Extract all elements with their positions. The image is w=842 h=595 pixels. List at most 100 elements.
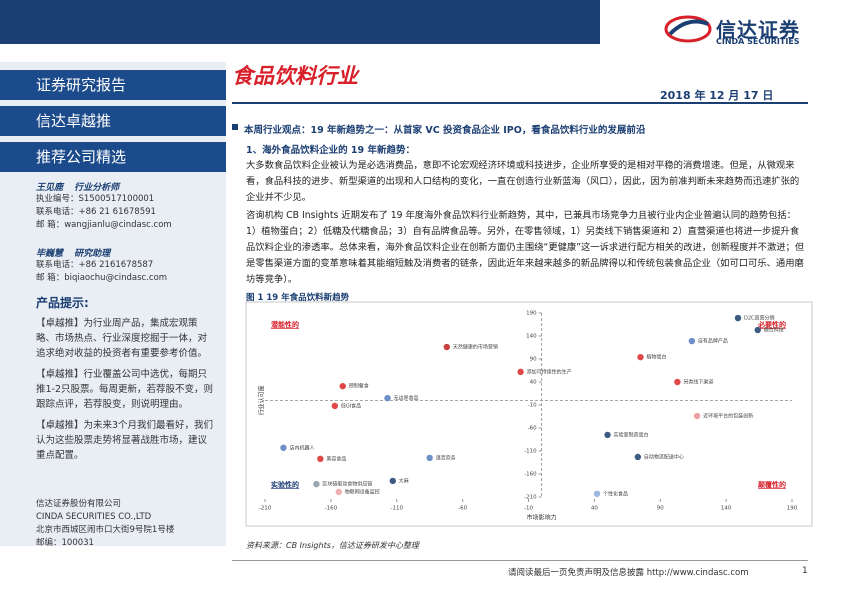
paragraph: 大多数食品饮料企业被认为是必选消费品，意即不论宏观经济环境或科技进步，企业所享受… <box>246 160 800 203</box>
tip: 【卓越推】为未来3个月我们最看好，我们认为这些股票走势将显著战胜市场，建议重点配… <box>36 420 214 461</box>
section-heading: 1、海外食品饮料企业的 19 年新趋势： <box>246 145 415 156</box>
x-tick-label: 40 <box>591 506 598 512</box>
quadrant-label: 必要性的 <box>757 320 786 329</box>
sidebar-heading: 信达卓越推 <box>0 106 226 136</box>
x-tick-label: 90 <box>657 506 664 512</box>
quadrant-label: 实验性的 <box>271 480 299 489</box>
footer-text: 请阅读最后一页免责声明及信息披露 http://www.cindasc.com <box>508 568 749 578</box>
point-label: 个性化食品 <box>603 490 628 497</box>
scatter-point <box>389 477 396 485</box>
company-info: 信达证券股份有限公司 CINDA SECURITIES CO.,LTD 北京市西城区… <box>36 498 174 550</box>
figure-title: 图 1 19 年食品饮料新趋势 <box>246 293 350 303</box>
analyst: 王见鹿 行业分析师 <box>36 180 216 193</box>
point-label: 物联网设备监控 <box>345 488 380 495</box>
tips: 【卓越推】为行业周产品，集成宏观策略、市场热点、行业深度挖掘于一体，对追求绝对收… <box>36 316 214 469</box>
analyst-role: 研究助理 <box>74 249 111 259</box>
point-label: 实验室制造蛋白 <box>614 431 649 438</box>
scatter-point <box>688 337 696 345</box>
point-label: 自有品牌产品 <box>698 338 728 345</box>
point-label: 无边界食品 <box>394 395 419 402</box>
company-line: CINDA SECURITIES CO.,LTD <box>36 512 152 522</box>
x-tick-label: -110 <box>391 506 404 512</box>
scatter-point <box>637 353 644 361</box>
logo-mark <box>664 15 712 43</box>
scatter-point <box>317 455 324 463</box>
point-label: 天然健康的市场营销 <box>453 344 498 351</box>
sidebar: 证券研究报告 信达卓越推 推荐公司精选 王见鹿 行业分析师 执业编号：S15005… <box>0 62 226 548</box>
scatter-point <box>517 368 524 376</box>
company-line: 邮编：100031 <box>36 538 94 548</box>
logo-subtext: CINDA SECURITIES <box>716 37 800 46</box>
x-tick-label: 190 <box>787 506 798 512</box>
analyst-contact: 联系电话：+86 2161678587 <box>36 260 154 270</box>
point-label: 大麻 <box>399 477 409 484</box>
source: 资料来源：CB Insights，信达证券研发中心整理 <box>246 541 419 550</box>
scatter-point <box>384 394 391 402</box>
scatter-point <box>331 402 339 410</box>
sidebar-heading: 推荐公司精选 <box>0 142 226 172</box>
x-tick-label: -160 <box>325 506 338 512</box>
y-tick-label: -160 <box>524 472 537 478</box>
analyst-contact: 邮 箱：wangjianlu@cindasc.com <box>36 220 172 230</box>
scatter-point <box>443 343 451 351</box>
point-label: 添加可持续性的生产 <box>527 368 572 375</box>
point-label: 店内机器人 <box>289 444 314 451</box>
scatter-point <box>280 444 287 451</box>
scatter-point <box>593 490 601 497</box>
scatter-point <box>335 488 342 496</box>
sidebar-heading: 证券研究报告 <box>0 70 226 100</box>
footer-rule <box>232 560 808 561</box>
scatter-point <box>634 453 642 461</box>
y-axis-label: 行业认可度 <box>258 385 266 415</box>
y-tick-label: -110 <box>524 449 537 455</box>
analyst-name: 毕巍慧 <box>36 249 64 259</box>
scatter-point <box>313 480 320 488</box>
report-date: 2018 年 12 月 17 日 <box>660 89 774 102</box>
scatter-point <box>604 431 611 439</box>
top-bar <box>0 0 600 44</box>
point-label: D2C直营分销 <box>744 315 775 322</box>
y-tick-label: -210 <box>524 495 537 501</box>
tips-title: 产品提示: <box>36 296 89 310</box>
y-tick-label: 140 <box>526 334 537 340</box>
company-line: 信达证券股份有限公司 <box>36 499 122 509</box>
analyst-role: 行业分析师 <box>74 183 120 193</box>
logo-text: 信达证券 <box>716 18 800 42</box>
scatter-point <box>426 454 433 462</box>
quadrant-label: 潜能性的 <box>271 320 299 329</box>
y-tick-label: 90 <box>530 357 537 363</box>
scatter-point <box>339 382 346 390</box>
point-label: 预制餐食 <box>349 383 369 390</box>
point-label: 近环境平台的包装创新 <box>703 413 753 420</box>
tip: 【卓越推】为行业周产品，集成宏观策略、市场热点、行业深度挖掘于一体，对追求绝对收… <box>36 318 208 359</box>
tip: 【卓越推】行业覆盖公司中选优，每期只推1-2只股票。每周更新，若荐股不变，则跟踪… <box>36 369 214 410</box>
quadrant-label: 颠覆性的 <box>757 480 786 489</box>
company-line: 北京市西城区闹市口大街9号院1号楼 <box>36 525 175 535</box>
point-label: 自动物流配送中心 <box>644 453 684 460</box>
y-tick-label: 40 <box>530 380 537 386</box>
headline: 本周行业观点：19 年新趋势之一：从首家 VC 投资食品企业 IPO，看食品饮料… <box>244 125 646 136</box>
scatter-point <box>693 412 701 420</box>
point-label: 低GI食品 <box>341 402 361 409</box>
y-tick-label: -10 <box>528 403 537 409</box>
point-label: 语音商务 <box>436 454 456 461</box>
x-tick-label: -210 <box>259 506 272 512</box>
scatter-point <box>754 326 761 334</box>
point-label: 区块链驱动食物供应链 <box>322 481 372 488</box>
x-tick-label: -10 <box>524 506 533 512</box>
analyst: 毕巍慧 研究助理 <box>36 246 216 259</box>
point-label: 融合科技 <box>764 327 784 334</box>
point-label: 美容食品 <box>326 455 346 462</box>
point-label: 植物蛋白 <box>646 354 666 361</box>
scatter-point <box>674 378 681 386</box>
report-title: 食品饮料行业 <box>232 63 358 88</box>
analyst-name: 王见鹿 <box>36 183 64 193</box>
analyst-contact: 联系电话：+86 21 61678591 <box>36 207 156 217</box>
analyst-contact: 执业编号：S1500517100001 <box>36 194 155 204</box>
bullet <box>232 124 238 130</box>
y-tick-label: 190 <box>526 311 537 317</box>
point-label: 另类线下渠道 <box>683 379 713 386</box>
y-tick-label: -60 <box>528 426 537 432</box>
divider <box>232 102 808 104</box>
